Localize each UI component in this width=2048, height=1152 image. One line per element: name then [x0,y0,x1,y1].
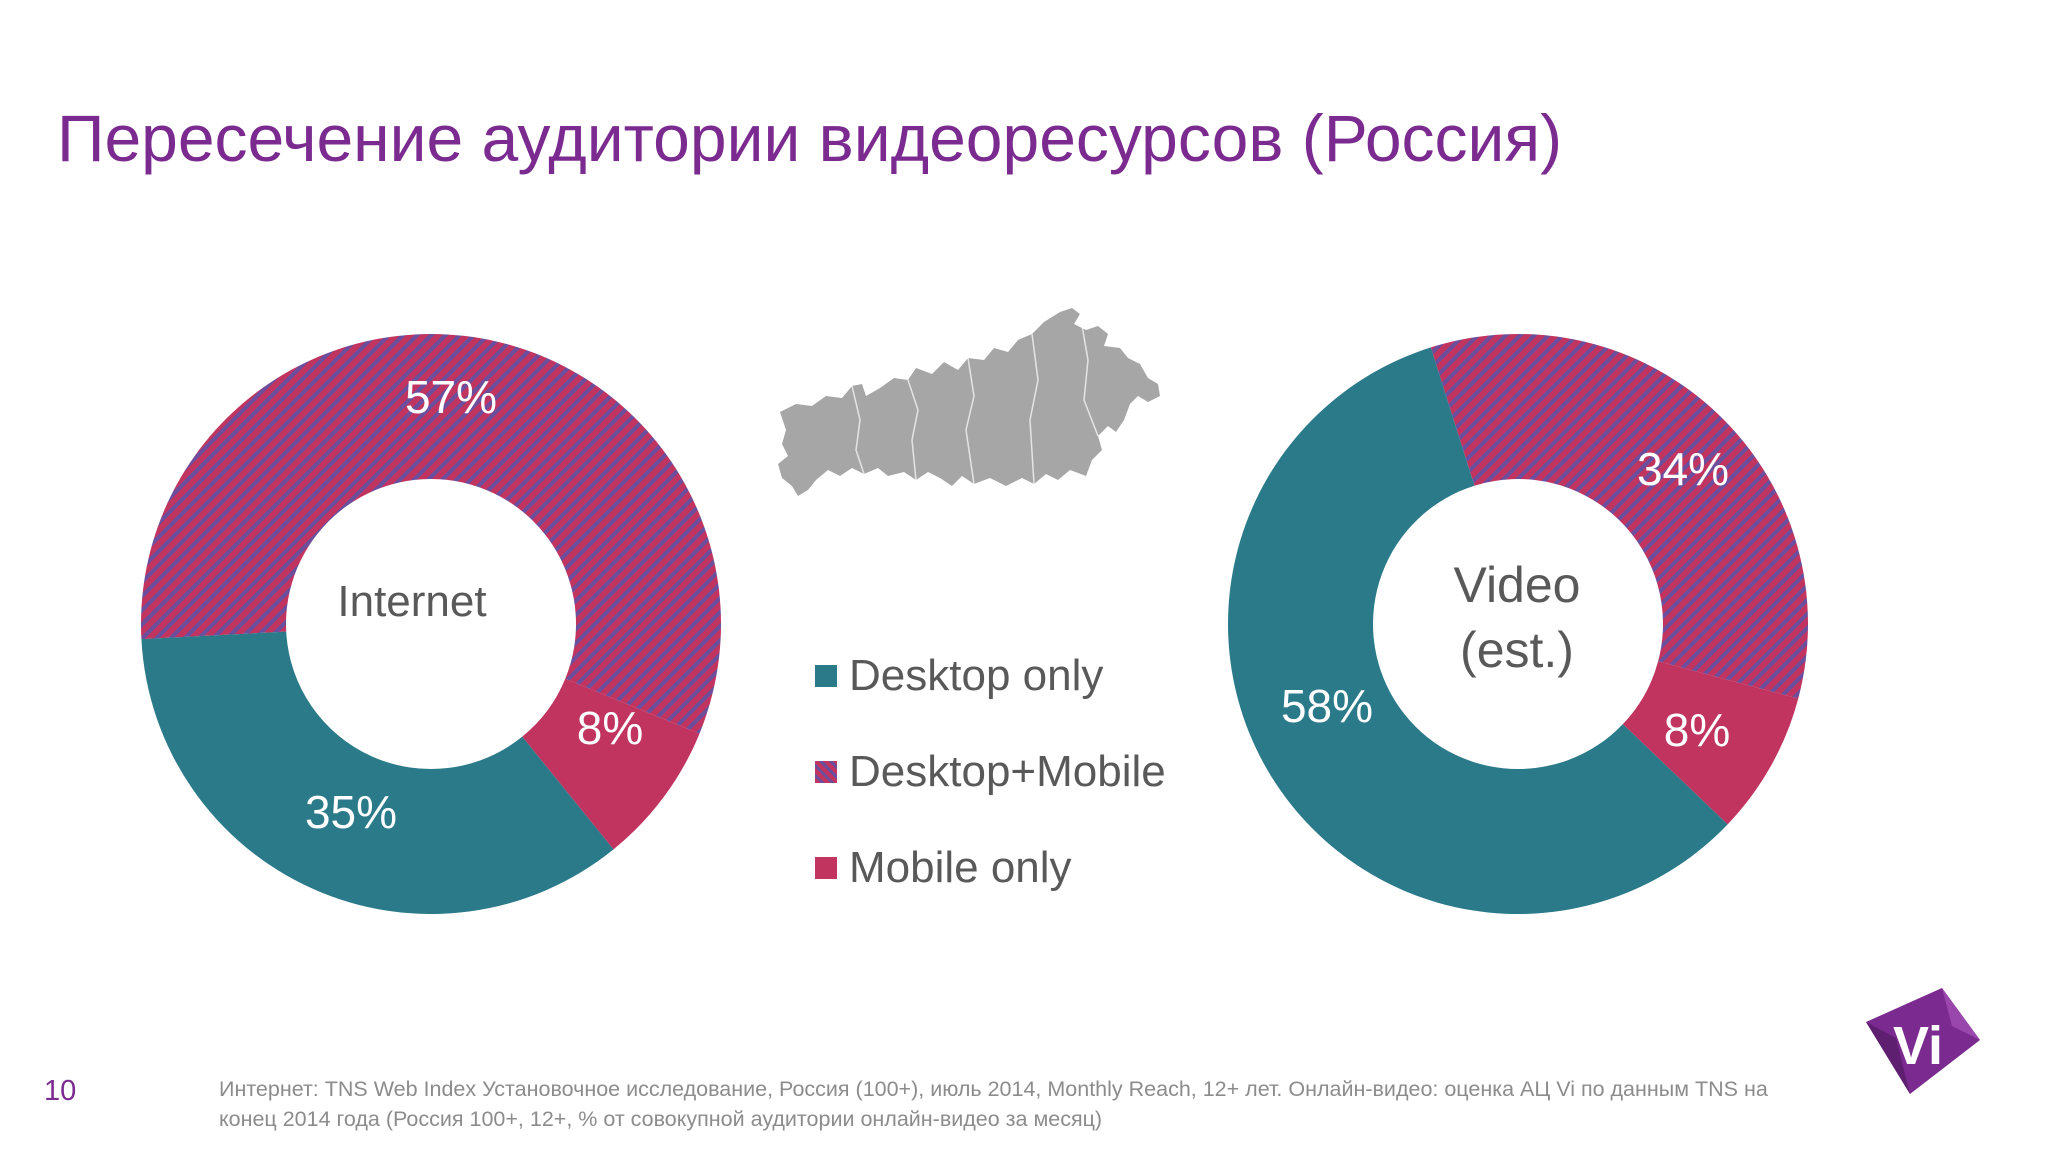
legend-label: Desktop only [849,651,1104,700]
legend-item-desktop-mobile: Desktop+Mobile [815,724,1166,820]
slice-value-label: 34% [1637,443,1729,495]
donut-slice-mobile-only [522,678,700,850]
legend-item-desktop-only: Desktop only [815,628,1166,724]
svg-text:Vi: Vi [1893,1016,1943,1076]
donut-slice-desktop-only [141,631,614,914]
legend-swatch [815,857,837,879]
donut-center-label: Internet [337,577,486,626]
donut-slice-desktop-mobile [141,334,721,734]
donut-center-label: (est.) [1460,622,1574,678]
slice-value-label: 8% [577,702,643,754]
legend-swatch [815,761,837,783]
vi-logo: Vi [1856,982,1986,1107]
slice-value-label: 35% [305,786,397,838]
legend-swatch [815,665,837,687]
slice-value-label: 57% [405,371,497,423]
legend-label: Mobile only [849,843,1072,892]
slice-value-label: 8% [1664,704,1730,756]
slice-value-label: 58% [1281,680,1373,732]
russia-map-image [768,300,1178,545]
donut-slice-desktop-only [1228,347,1728,915]
page-number: 10 [44,1075,77,1107]
slide-title: Пересечение аудитории видеоресурсов (Рос… [57,101,1563,175]
legend-item-mobile-only: Mobile only [815,820,1166,916]
source-note: Интернет: TNS Web Index Установочное исс… [219,1077,1768,1131]
donut-chart-internet: 57% 8% 35% Internet [141,334,721,914]
donut-center-label: Video [1454,557,1581,613]
donut-slice-mobile-only [1622,661,1799,825]
donut-slice-desktop-mobile [1430,333,1808,699]
donut-chart-video: 34% 8% 58% Video (est.) [1228,333,1808,915]
legend-label: Desktop+Mobile [849,747,1166,796]
chart-legend: Desktop only Desktop+Mobile Mobile only [815,628,1166,916]
